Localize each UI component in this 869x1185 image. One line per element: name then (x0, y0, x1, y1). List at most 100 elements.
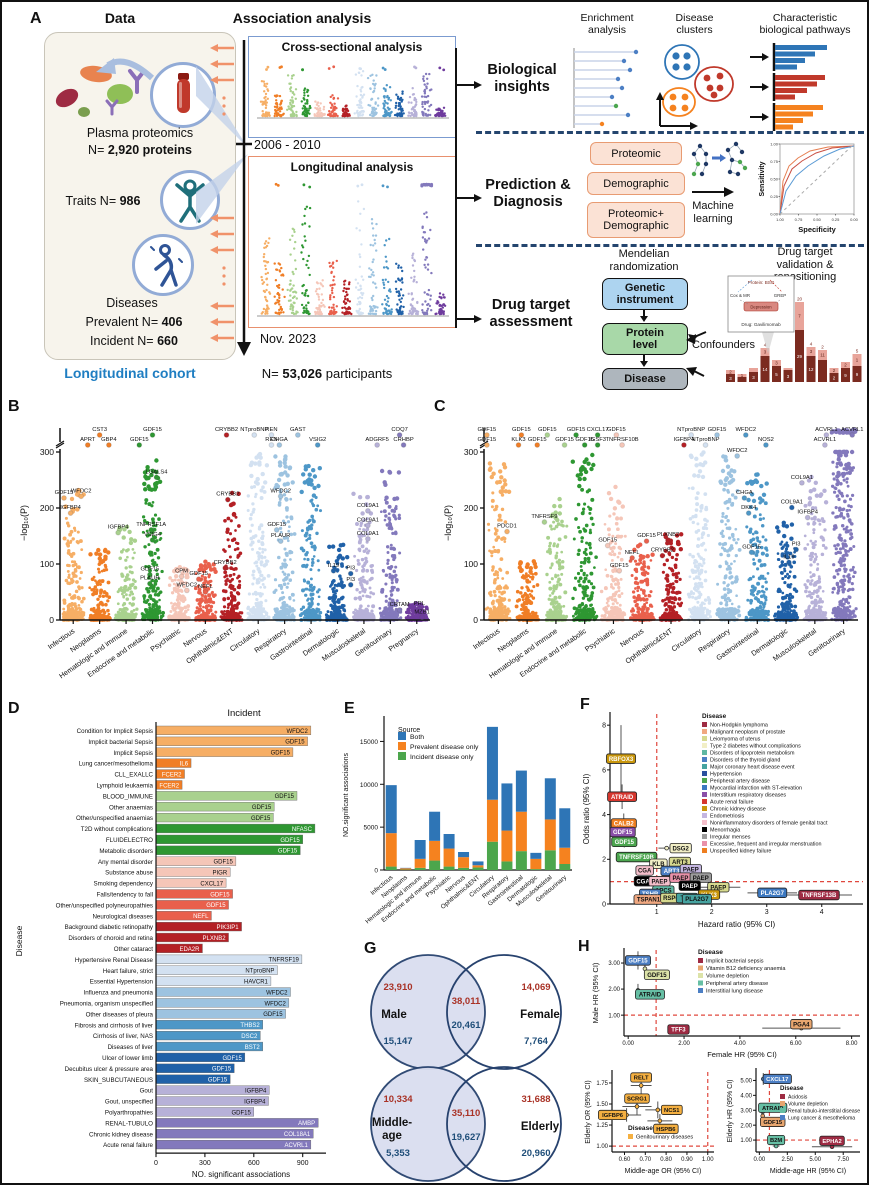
participants-value: 53,026 (282, 366, 323, 381)
separator-1 (476, 131, 864, 134)
svg-text:7: 7 (798, 314, 801, 319)
svg-text:1.00: 1.00 (776, 217, 785, 222)
svg-text:2: 2 (844, 363, 847, 368)
funnel-shapes (196, 66, 248, 224)
pathways-header: Characteristic biological pathways (759, 12, 851, 36)
long-end-date: Nov. 2023 (260, 332, 317, 346)
svg-text:COL9A1: COL9A1 (357, 517, 379, 523)
longitudinal-mini-plot (257, 182, 449, 317)
svg-text:TNFRSF1A: TNFRSF1A (136, 522, 166, 528)
svg-text:−log₁₀(P): −log₁₀(P) (19, 505, 29, 541)
cross-sectional-box: Cross-sectional analysis (248, 36, 456, 138)
cross-period: 2006 - 2010 (254, 138, 321, 152)
ml-arrow-icon (692, 187, 734, 197)
mendelian-randomization-label: Mendelian randomization (609, 248, 679, 273)
blood-tube-icon (177, 73, 190, 113)
svg-text:WFDC2: WFDC2 (270, 488, 291, 494)
svg-text:1: 1 (741, 373, 744, 378)
svg-text:PRL: PRL (414, 601, 426, 607)
svg-text:300: 300 (40, 447, 54, 457)
biological-insights-label: Biological insights (487, 62, 557, 95)
person-cheer-icon (175, 179, 205, 223)
bracket-arrows (455, 48, 482, 328)
svg-text:0.75: 0.75 (795, 217, 804, 222)
svg-text:2: 2 (821, 345, 824, 350)
drug-validation-label: Drug target validation & repositioning (773, 246, 837, 283)
svg-text:GBP4: GBP4 (101, 437, 117, 443)
venn-diagrams: 23,91015,147Male38,01120,46114,069Female… (370, 954, 562, 1182)
svg-text:0.50: 0.50 (813, 217, 822, 222)
svg-text:20: 20 (797, 297, 803, 302)
svg-text:GDF15: GDF15 (141, 567, 160, 573)
svg-text:Protein: BSG: Protein: BSG (748, 280, 775, 285)
svg-text:GDF15: GDF15 (55, 490, 74, 496)
svg-text:PLAUR: PLAUR (271, 533, 290, 539)
panel-b-letter: B (8, 398, 20, 415)
plasma-proteomics-label: Plasma proteomics (86, 126, 194, 140)
svg-text:IGFBP4: IGFBP4 (60, 505, 81, 511)
arrow-down-icon (640, 354, 648, 367)
prevalent-label: Prevalent N= (85, 315, 159, 329)
svg-text:Cox & MR: Cox & MR (730, 293, 750, 298)
person-bent-icon (150, 244, 183, 287)
proteomic-box: Proteomic (590, 142, 682, 165)
svg-text:Depression: Depression (750, 305, 772, 310)
svg-text:29: 29 (797, 354, 802, 359)
svg-text:REN: REN (265, 427, 277, 433)
svg-text:14: 14 (763, 367, 768, 372)
svg-text:GDF15: GDF15 (143, 427, 162, 433)
prevalent-value: 406 (161, 315, 183, 329)
machine-learning-label: Machine learning (692, 200, 734, 225)
panel-h-letter: H (578, 938, 590, 955)
protein-level-box: Protein level (602, 323, 688, 355)
network-icon (691, 141, 748, 177)
diseases-circle (132, 234, 194, 296)
svg-text:0.00: 0.00 (850, 217, 859, 222)
svg-text:COL9A1: COL9A1 (357, 531, 379, 537)
sex-stratified-scatter: 0.00 2.00 4.00 6.00 8.001.002.003.00 GDF15GDF… (591, 948, 860, 1059)
svg-text:IGFBP4: IGFBP4 (108, 525, 129, 531)
pathways-bars-icon (750, 43, 827, 131)
svg-text:CRYBB2: CRYBB2 (214, 560, 237, 566)
svg-text:2: 2 (729, 370, 732, 375)
svg-text:PI3: PI3 (346, 577, 355, 583)
confounders-label: Confounders (692, 339, 755, 351)
svg-text:Sensitivity: Sensitivity (759, 161, 766, 196)
longitudinal-title: Longitudinal analysis (290, 160, 414, 174)
svg-text:12: 12 (809, 367, 814, 372)
svg-text:9: 9 (856, 372, 859, 377)
clusters-header: Disease clusters (675, 12, 714, 36)
svg-text:NTproBNP: NTproBNP (240, 427, 268, 433)
svg-text:LGALS4: LGALS4 (146, 469, 169, 475)
enrichment-mini-chart (573, 48, 639, 128)
disease-box: Disease (602, 368, 688, 390)
svg-text:0.25: 0.25 (832, 217, 841, 222)
svg-text:4: 4 (764, 343, 767, 348)
svg-text:0.25: 0.25 (770, 194, 779, 199)
panel-d-letter: D (8, 700, 20, 717)
svg-text:PLAUR: PLAUR (140, 576, 159, 582)
svg-text:3: 3 (787, 374, 790, 379)
cross-sectional-mini-plot (257, 65, 449, 119)
cross-sectional-title: Cross-sectional analysis (281, 40, 423, 54)
svg-text:11: 11 (820, 353, 825, 358)
svg-text:CRYBB2: CRYBB2 (215, 427, 238, 433)
svg-text:Psychiatric: Psychiatric (148, 626, 182, 654)
participants-suffix: participants (325, 366, 393, 381)
proteomic-demographic-box: Proteomic+ Demographic (587, 202, 685, 238)
svg-text:COQ7: COQ7 (391, 427, 407, 433)
svg-text:3: 3 (729, 376, 732, 381)
svg-text:0.75: 0.75 (770, 159, 779, 164)
longitudinal-box: Longitudinal analysis (248, 156, 456, 328)
svg-text:GREP: GREP (774, 293, 787, 298)
age-hr-scatter: 0.00 2.50 5.00 7.501.002.003.004.005.00 CXCL… (727, 1068, 860, 1175)
svg-text:0: 0 (49, 615, 54, 625)
svg-text:COL9A1: COL9A1 (357, 503, 379, 509)
svg-text:2: 2 (833, 376, 836, 381)
svg-text:GDF15: GDF15 (267, 522, 286, 528)
cohort-label: Longitudinal cohort (64, 365, 196, 381)
demographic-box: Demographic (587, 172, 685, 195)
panel-e-letter: E (344, 700, 355, 717)
svg-text:CHGA: CHGA (271, 437, 288, 443)
